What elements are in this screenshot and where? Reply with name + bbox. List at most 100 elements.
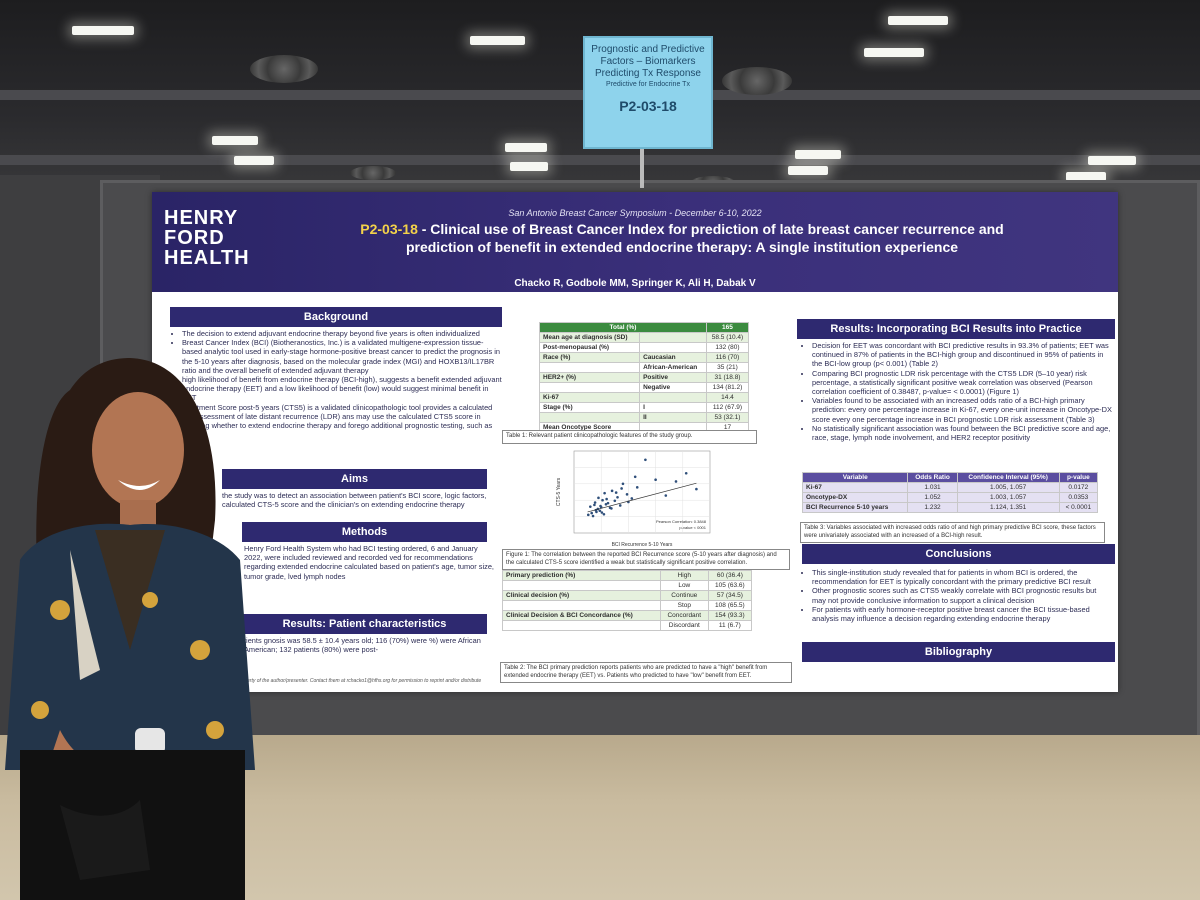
data-point (603, 491, 606, 495)
aims-text: the study was to detect an association b… (222, 491, 487, 510)
ceiling-light (505, 143, 547, 152)
ceiling-light (795, 150, 841, 159)
data-point (591, 514, 595, 518)
data-point (593, 501, 597, 504)
section-heading-bibliography: Bibliography (802, 642, 1115, 662)
poster-title: P2-03-18 - Clinical use of Breast Cancer… (272, 220, 1092, 256)
sign-line: Predictive for Endocrine Tx (606, 81, 690, 88)
table-row: Clinical Decision & BCI Concordance (%) C… (502, 610, 753, 621)
table-cell: 116 (70) (705, 352, 750, 363)
list-item: Breast Cancer Index (BCI) (Biotheranosti… (182, 338, 502, 375)
section-heading-results-bci: Results: Incorporating BCI Results into … (797, 319, 1115, 339)
data-point (614, 491, 618, 494)
data-point (630, 497, 634, 500)
logo-text: FORD (164, 227, 225, 249)
table-cell: Ki-67 (538, 392, 641, 403)
table-cell: 112 (67.9) (705, 402, 750, 413)
section-heading-methods: Methods (242, 522, 487, 542)
ceiling-vent (350, 166, 396, 180)
copyright-note: property of the author/presenter. Contac… (237, 678, 482, 684)
sign-line: Factors – Biomarkers (600, 56, 696, 67)
table-cell: 1.124, 1.351 (956, 502, 1060, 513)
authors: Chacko R, Godbole MM, Springer K, Ali H,… (514, 278, 756, 289)
table-cell: 53 (32.1) (705, 412, 750, 423)
patient-characteristics-table: Total (%) 165 Mean age at diagnosis (SD)… (538, 322, 750, 433)
list-item: Variables found to be associated with an… (812, 396, 1112, 424)
table3-caption: Table 3: Variables associated with incre… (800, 522, 1105, 543)
table-cell: I (639, 402, 707, 413)
data-point (625, 493, 629, 496)
results-patients-text: tients gnosis was 58.5 ± 10.4 years old;… (244, 636, 481, 655)
table-cell: Ki-67 (801, 482, 909, 493)
table-cell: Stage (%) (538, 402, 641, 413)
table-cell: Positive (639, 372, 707, 383)
table-cell: Odds Ratio (907, 472, 958, 483)
data-point (620, 487, 623, 490)
ceiling-light (234, 156, 274, 165)
table-cell: 0.0172 (1058, 482, 1099, 493)
ceiling-light (888, 16, 948, 25)
table-cell: 108 (65.5) (707, 600, 753, 611)
data-point (621, 482, 625, 486)
table-cell: Concordant (659, 610, 709, 621)
p-value-label: p-value < 0001 (679, 525, 706, 530)
table-cell: 1.005, 1.057 (956, 482, 1060, 493)
trend-line (587, 482, 697, 513)
sign-line: Predicting Tx Response (595, 68, 701, 79)
data-point (602, 512, 606, 516)
data-point (613, 499, 617, 503)
table-cell (538, 382, 641, 393)
correlation-label: Pearson Correlation: 0.3848 (656, 519, 707, 524)
table-row: II 53 (32.1) (538, 412, 750, 423)
ceiling-vent (722, 67, 792, 95)
table-cell: 11 (6.7) (707, 620, 753, 631)
table-cell: Race (%) (538, 352, 641, 363)
sign-line: Prognostic and Predictive (591, 44, 705, 55)
table-cell: Stop (659, 600, 709, 611)
bci-prediction-table: Primary prediction (%) High 60 (36.4) Low 10… (502, 570, 753, 631)
data-point (635, 486, 639, 489)
table-row: BCI Recurrence 5-10 years 1.232 1.124, 1.3… (801, 502, 1099, 513)
ceiling-light (864, 48, 924, 57)
table-row: Race (%) Caucasian 116 (70) (538, 352, 750, 363)
table-cell: 57 (34.5) (707, 590, 753, 601)
data-point (604, 503, 608, 506)
table-cell: 60 (36.4) (707, 570, 753, 581)
table-cell: Primary prediction (%) (502, 570, 661, 581)
list-item: The decision to extend adjuvant endocrin… (182, 329, 502, 338)
table-cell: Mean age at diagnosis (SD) (538, 332, 641, 343)
table-row: Stage (%) I 112 (67.9) (538, 402, 750, 413)
list-item: Comparing BCI prognostic LDR risk percen… (812, 369, 1112, 397)
table-row: Primary prediction (%) High 60 (36.4) (502, 570, 753, 581)
table-cell: 35 (21) (705, 362, 750, 373)
data-point (664, 494, 668, 497)
data-point (654, 478, 657, 481)
table1-caption: Table 1: Relevant patient clinicopatholo… (502, 430, 757, 444)
section-heading-results-patients: Results: Patient characteristics (242, 614, 487, 634)
table-row: Low 105 (63.6) (502, 580, 753, 591)
symposium-label: San Antonio Breast Cancer Symposium - De… (508, 208, 762, 218)
ceiling-light (212, 136, 258, 145)
background-list: The decision to extend adjuvant endocrin… (172, 329, 502, 439)
table-cell: Confidence Interval (95%) (956, 472, 1060, 483)
y-axis-label: CTS-5 Years (556, 477, 562, 506)
list-item: Other prognostic scores such as CTS5 wea… (812, 586, 1112, 604)
section-heading-background: Background (170, 307, 502, 327)
table-cell (538, 362, 641, 373)
table-cell (639, 342, 707, 353)
odds-ratio-table: Variable Odds Ratio Confidence Interval (9… (801, 472, 1099, 513)
table-cell: African-American (639, 362, 707, 373)
title-line: prediction of benefit in extended endocr… (405, 239, 959, 255)
table-row: Discordant 11 (6.7) (502, 620, 753, 631)
data-point (644, 458, 647, 462)
table-row: HER2+ (%) Positive 31 (18.8) (538, 372, 750, 383)
title-line: - Clinical use of Breast Cancer Index fo… (417, 221, 1004, 237)
data-point (684, 471, 688, 475)
data-point (610, 489, 614, 493)
table-row: Mean age at diagnosis (SD) 58.5 (10.4) (538, 332, 750, 343)
sign-code: P2-03-18 (619, 98, 677, 114)
data-point (586, 513, 590, 517)
table-cell: p-value (1058, 472, 1099, 483)
table-cell: 105 (63.6) (707, 580, 753, 591)
list-item: This single-institution study revealed t… (812, 568, 1112, 586)
